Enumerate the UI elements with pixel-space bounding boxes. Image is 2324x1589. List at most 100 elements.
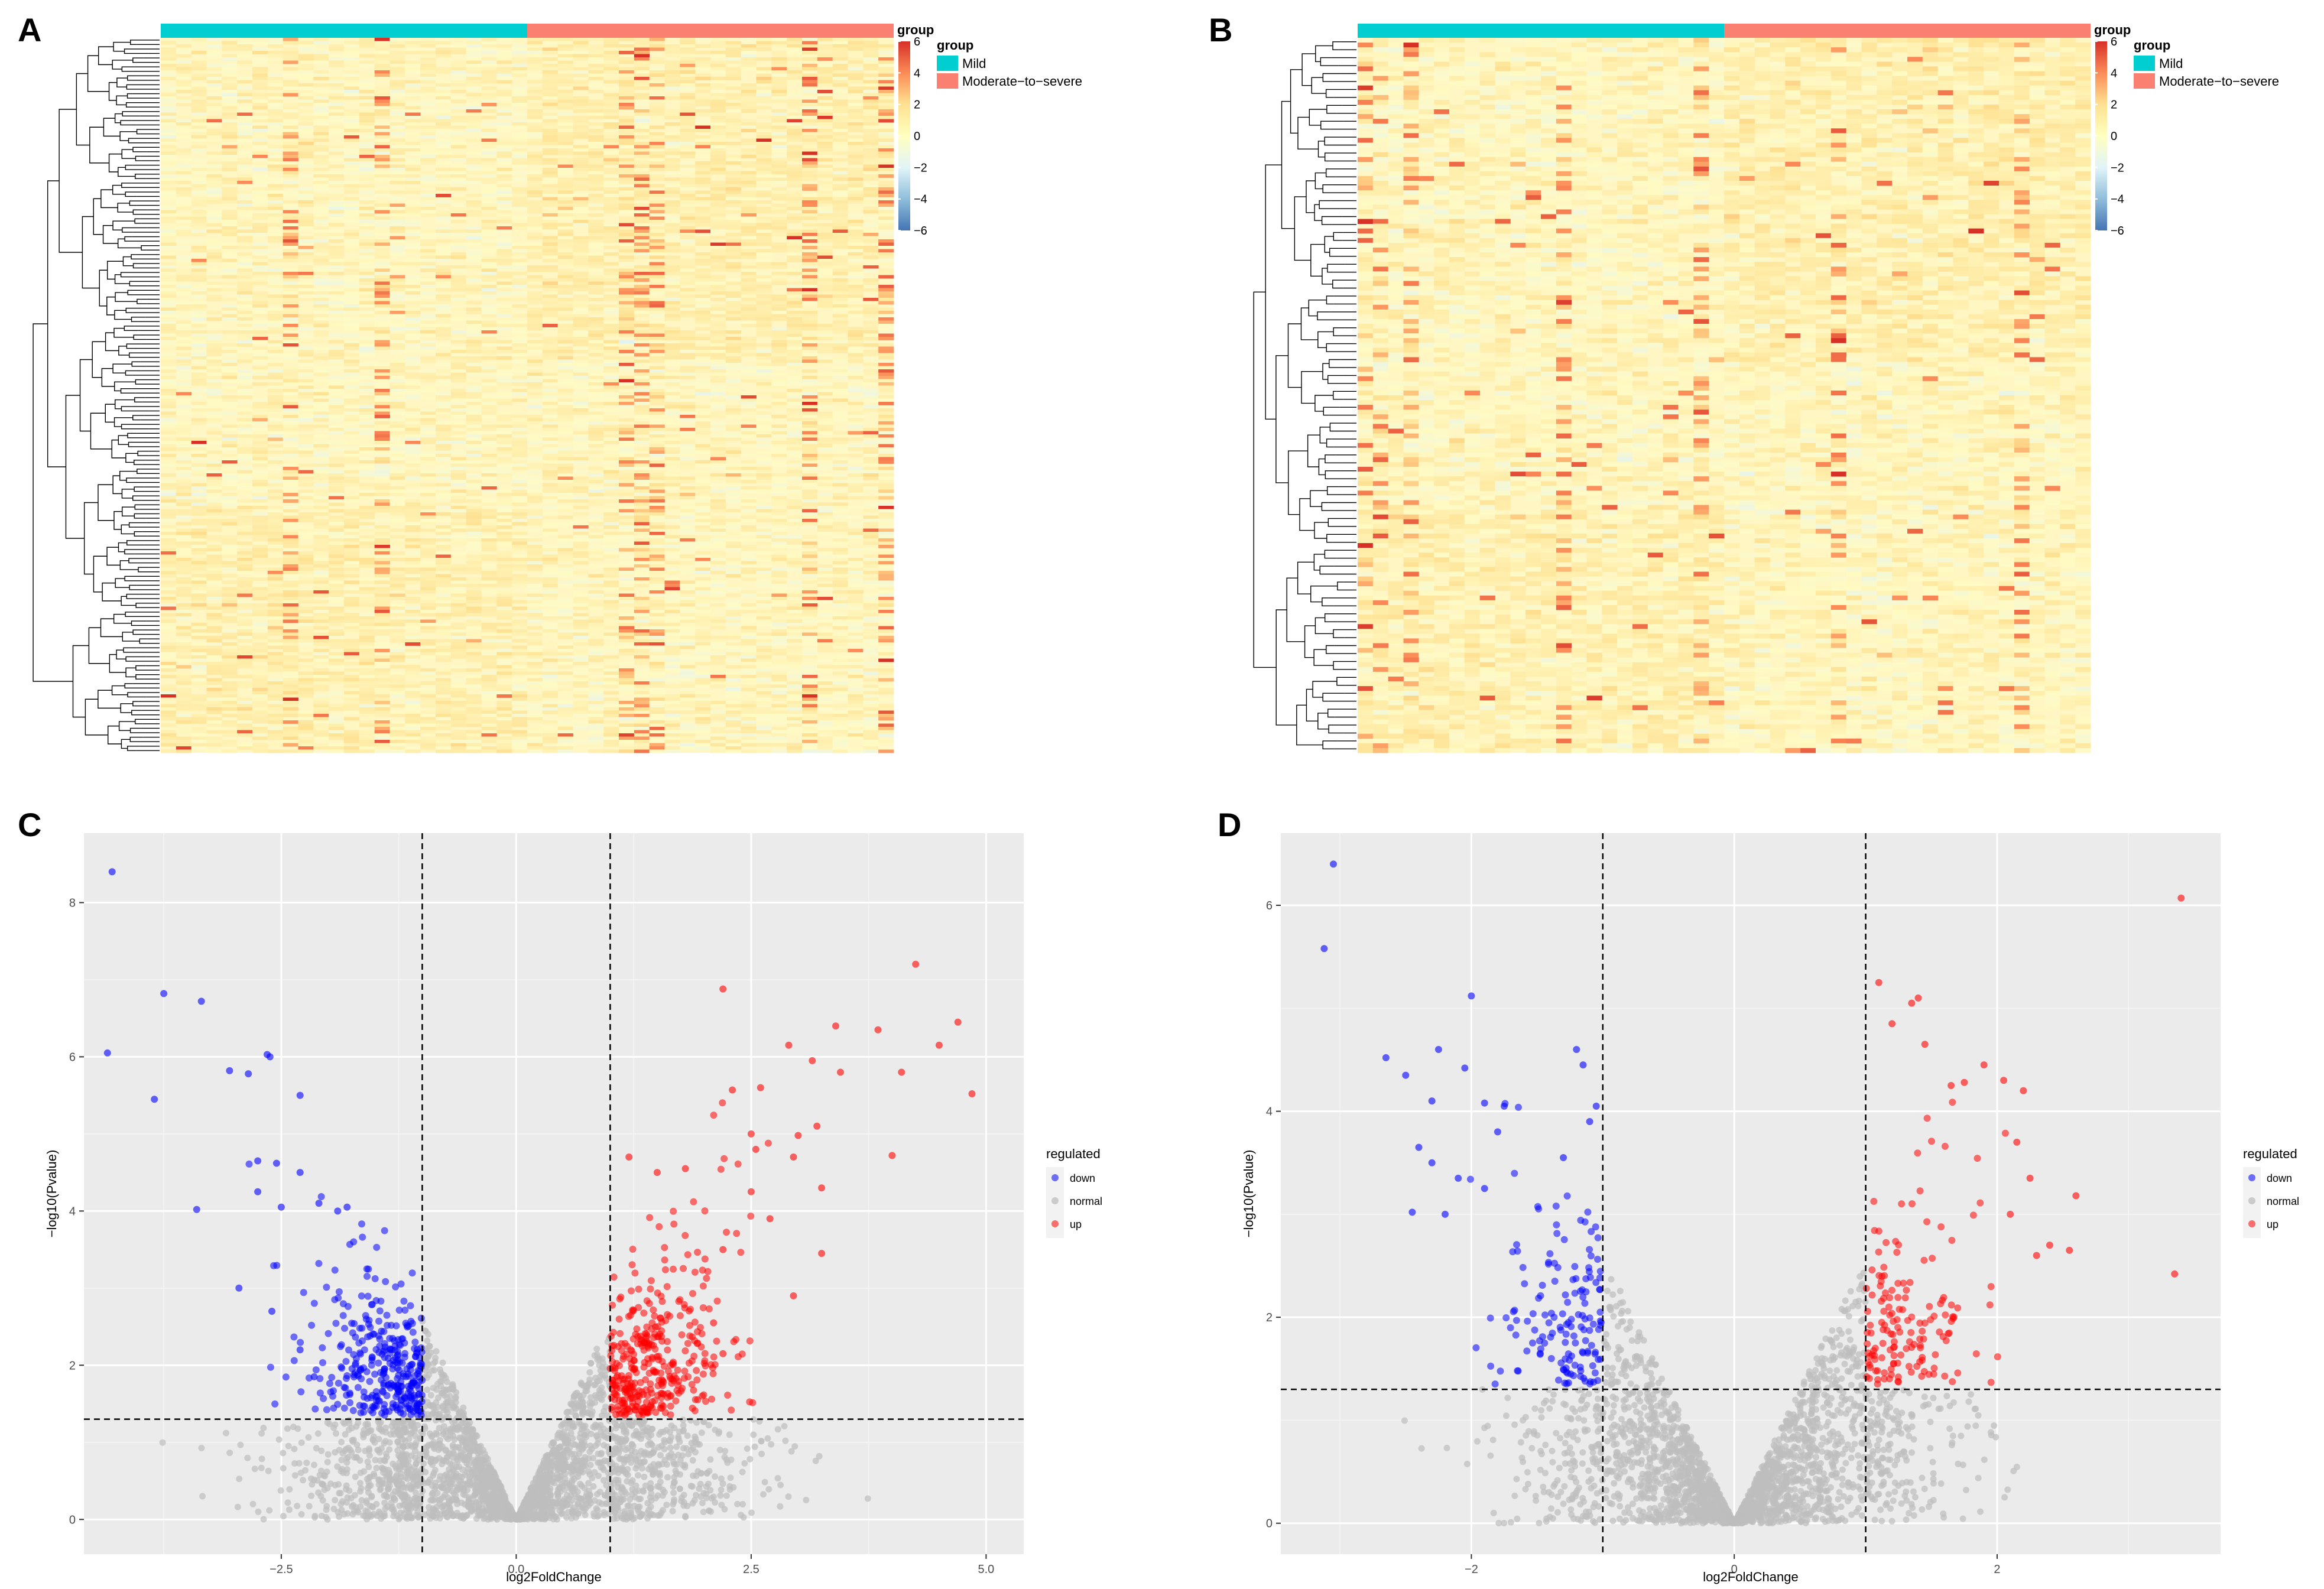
heatmap-cell bbox=[482, 272, 497, 275]
heatmap-cell bbox=[634, 197, 650, 201]
heatmap-cell bbox=[496, 418, 512, 422]
heatmap-cell bbox=[802, 48, 817, 51]
heatmap-cell bbox=[482, 96, 497, 100]
heatmap-cell bbox=[665, 142, 680, 145]
heatmap-cell bbox=[451, 44, 466, 48]
heatmap-cell bbox=[191, 324, 207, 327]
heatmap-cell bbox=[710, 311, 726, 314]
heatmap-cell bbox=[558, 252, 573, 256]
heatmap-cell bbox=[527, 64, 543, 67]
heatmap-cell bbox=[787, 194, 802, 197]
heatmap-cell bbox=[237, 96, 252, 100]
heatmap-cell bbox=[878, 93, 894, 97]
heatmap-cell bbox=[619, 259, 634, 262]
heatmap-cell bbox=[222, 373, 237, 376]
heatmap-cell bbox=[558, 145, 573, 149]
heatmap-cell bbox=[634, 243, 650, 246]
heatmap-cell bbox=[573, 301, 589, 305]
heatmap-cell bbox=[543, 41, 558, 45]
heatmap-cell bbox=[191, 278, 207, 282]
heatmap-cell bbox=[268, 295, 283, 298]
heatmap-cell bbox=[878, 408, 894, 412]
heatmap-cell bbox=[771, 226, 787, 230]
heatmap-cell bbox=[451, 295, 466, 298]
heatmap-cell bbox=[252, 87, 268, 90]
heatmap-cell bbox=[359, 155, 375, 158]
heatmap-cell bbox=[741, 165, 757, 168]
heatmap-cell bbox=[771, 51, 787, 54]
heatmap-cell bbox=[619, 220, 634, 223]
heatmap-cell bbox=[802, 386, 817, 389]
heatmap-cell bbox=[573, 421, 589, 425]
heatmap-cell bbox=[573, 152, 589, 155]
heatmap-cell bbox=[771, 311, 787, 314]
heatmap-cell bbox=[298, 259, 314, 262]
heatmap-cell bbox=[802, 246, 817, 249]
heatmap-cell bbox=[695, 262, 710, 266]
heatmap-cell bbox=[298, 64, 314, 67]
heatmap-cell bbox=[757, 96, 772, 100]
heatmap-cell bbox=[558, 373, 573, 376]
heatmap-cell bbox=[298, 48, 314, 51]
heatmap-cell bbox=[420, 119, 436, 123]
heatmap-cell bbox=[833, 106, 848, 110]
heatmap-cell bbox=[344, 129, 359, 132]
heatmap-cell bbox=[268, 116, 283, 119]
heatmap-cell bbox=[634, 54, 650, 58]
heatmap-cell bbox=[191, 252, 207, 256]
heatmap-cell bbox=[344, 308, 359, 311]
heatmap-cell bbox=[787, 236, 802, 240]
heatmap-cell bbox=[802, 132, 817, 136]
heatmap-cell bbox=[375, 308, 390, 311]
heatmap-cell bbox=[603, 139, 619, 142]
heatmap-cell bbox=[482, 330, 497, 334]
heatmap-cell bbox=[665, 61, 680, 64]
heatmap-cell bbox=[191, 421, 207, 425]
heatmap-cell bbox=[650, 220, 665, 223]
heatmap-cell bbox=[252, 230, 268, 233]
heatmap-cell bbox=[878, 366, 894, 370]
heatmap-cell bbox=[757, 106, 772, 110]
heatmap-cell bbox=[283, 236, 298, 240]
heatmap-cell bbox=[863, 337, 878, 340]
dendrogram-branch bbox=[82, 217, 99, 288]
heatmap-cell bbox=[482, 223, 497, 227]
heatmap-cell bbox=[329, 389, 344, 392]
heatmap-cell bbox=[680, 395, 695, 399]
heatmap-cell bbox=[466, 366, 482, 370]
heatmap-cell bbox=[222, 389, 237, 392]
heatmap-cell bbox=[543, 265, 558, 269]
heatmap-cell bbox=[161, 96, 176, 100]
heatmap-cell bbox=[619, 330, 634, 334]
heatmap-cell bbox=[375, 135, 390, 139]
heatmap-cell bbox=[588, 275, 603, 279]
heatmap-cell bbox=[176, 148, 191, 152]
heatmap-cell bbox=[207, 64, 222, 67]
heatmap-cell bbox=[359, 90, 375, 93]
heatmap-cell bbox=[558, 87, 573, 90]
heatmap-cell bbox=[436, 369, 451, 373]
heatmap-cell bbox=[268, 126, 283, 129]
heatmap-cell bbox=[710, 236, 726, 240]
heatmap-cell bbox=[313, 148, 329, 152]
heatmap-cell bbox=[619, 226, 634, 230]
heatmap-cell bbox=[191, 285, 207, 288]
heatmap-cell bbox=[665, 148, 680, 152]
heatmap-cell bbox=[482, 207, 497, 210]
heatmap-cell bbox=[603, 67, 619, 71]
heatmap-cell bbox=[863, 330, 878, 334]
heatmap-cell bbox=[375, 246, 390, 249]
heatmap-cell bbox=[787, 174, 802, 178]
heatmap-cell bbox=[665, 96, 680, 100]
heatmap-cell bbox=[283, 418, 298, 422]
heatmap-cell bbox=[726, 239, 741, 243]
heatmap-cell bbox=[878, 184, 894, 188]
heatmap-cell bbox=[619, 278, 634, 282]
heatmap-cell bbox=[496, 285, 512, 288]
heatmap-cell bbox=[802, 93, 817, 97]
heatmap-cell bbox=[222, 288, 237, 292]
heatmap-cell bbox=[695, 191, 710, 194]
heatmap-cell bbox=[802, 256, 817, 259]
heatmap-cell bbox=[482, 386, 497, 389]
heatmap-cell bbox=[634, 223, 650, 227]
